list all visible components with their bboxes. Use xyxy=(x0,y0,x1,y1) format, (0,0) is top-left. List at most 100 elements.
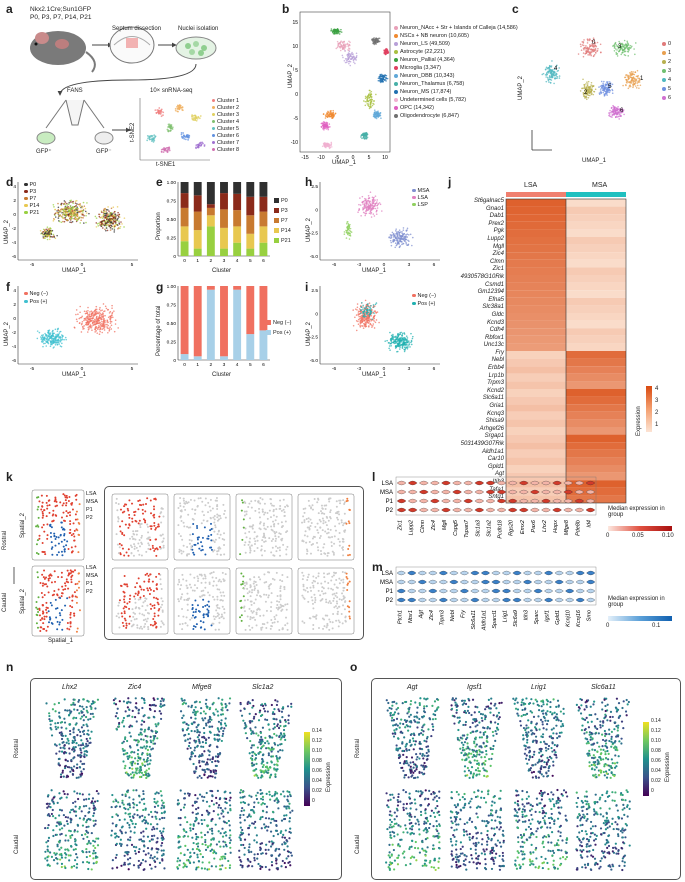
colorbar-tick: 0.06 xyxy=(312,768,322,774)
violin-shape xyxy=(523,579,533,585)
j-gene-label: Gpld1 xyxy=(487,463,504,470)
o-legend-title: Expression xyxy=(665,752,671,782)
legend-item: NSCs + NB neuron (10,605) xyxy=(394,32,518,40)
b-xlabel: UMAP_1 xyxy=(332,160,357,166)
colorbar-tick: 0 xyxy=(651,788,654,794)
violin-shape xyxy=(481,597,490,603)
j-gene-label: Prex2 xyxy=(488,220,504,227)
violin-shape xyxy=(585,489,596,495)
n-gene-4: Slc1a2 xyxy=(252,684,274,691)
ytick: 0.50 xyxy=(167,321,177,327)
legend-label: 3 xyxy=(668,68,672,74)
violin-shape xyxy=(481,570,490,576)
heat-cell-lsa xyxy=(506,259,566,268)
violin-shape xyxy=(541,498,551,504)
legend-swatch xyxy=(212,113,215,117)
violin-shape xyxy=(575,579,585,585)
legend-swatch xyxy=(412,293,416,298)
legend-item: Astrocyte (22,221) xyxy=(394,48,518,56)
j-gene-label: Trpm3 xyxy=(487,380,504,387)
bar-segment xyxy=(259,211,268,227)
legend-swatch xyxy=(24,299,28,304)
legend-swatch xyxy=(274,228,279,234)
g-xlabel: Cluster xyxy=(212,372,232,378)
violin-shape xyxy=(417,570,427,576)
j-gene-label: Slc6a11 xyxy=(482,395,504,402)
heat-cell-msa xyxy=(566,419,626,427)
c-cluster-number: 4 xyxy=(554,66,558,72)
violin-shape xyxy=(430,498,440,504)
violin-gene-label: Pde8b xyxy=(575,520,581,536)
o-gene-3: Lrig1 xyxy=(531,684,547,691)
j-gene-label: Srgap1 xyxy=(484,433,504,440)
nuclei-dish-icon xyxy=(175,36,217,60)
heat-cell-msa xyxy=(566,389,626,397)
legend-label: Cluster 5 xyxy=(217,126,240,132)
violin-shape xyxy=(396,597,406,603)
panel-a: Nkx2.1Cre;Sun1GFP P0, P3, P7, P14, P21 xyxy=(0,0,280,172)
bar-segment xyxy=(233,182,242,194)
mouse-ages: P0, P3, P7, P14, P21 xyxy=(30,14,92,21)
j-gene-label: 4930578G10Rik xyxy=(460,273,504,280)
legend-item: P2 xyxy=(86,514,98,522)
legend-item: Pos (+) xyxy=(24,298,48,306)
xtick: 0 xyxy=(81,262,84,268)
violin-shape xyxy=(565,597,575,603)
legend-label: LSA xyxy=(86,565,97,571)
g-legend: Neg (−) Pos (+) xyxy=(266,318,292,338)
legend-item: P7 xyxy=(274,216,291,226)
violin-shape xyxy=(523,588,533,594)
mouse-genotype: Nkx2.1Cre;Sun1GFP xyxy=(30,6,92,13)
bar-segment xyxy=(193,195,202,212)
legend-item: Neg (−) xyxy=(24,290,48,298)
j-gene-label: Gldc xyxy=(491,311,504,318)
legend-item: 0 xyxy=(662,40,671,49)
heat-cell-msa xyxy=(566,313,626,321)
bar-segment xyxy=(206,204,215,208)
umap-c-plot: 0 1 2 3 4 5 6 xyxy=(531,37,644,151)
panel-b: -15 -10 -5 0 5 10 -10 -5 0 5 10 15 UMAP_1 UMAP_2 Ne… xyxy=(282,0,518,172)
spatial-expression-0-1 xyxy=(44,789,100,871)
legend-label: P2 xyxy=(86,515,93,521)
heat-cell-lsa xyxy=(506,404,566,412)
heat-cell-lsa xyxy=(506,358,566,367)
ytick: 1.00 xyxy=(167,284,177,290)
heat-cell-lsa xyxy=(506,237,566,245)
heat-cell-msa xyxy=(566,206,626,215)
violin-shape xyxy=(452,507,462,513)
j-col-lsa: LSA xyxy=(524,182,538,189)
tsne-cluster-6 xyxy=(180,131,191,141)
j-gene-label: Mgll xyxy=(492,243,504,250)
i-pos-cells-b xyxy=(359,302,378,320)
b-xtick: -10 xyxy=(317,155,324,161)
violin-shape xyxy=(541,480,551,486)
violin-shape xyxy=(430,480,440,486)
violin-shape xyxy=(574,498,585,504)
tsne-y-label: t-SNE2 xyxy=(130,122,136,142)
legend-swatch xyxy=(212,148,215,152)
bar-segment xyxy=(180,354,189,360)
j-gene-label: Cdh4 xyxy=(489,327,504,334)
legend-item: Neuron_Thalamus (6,758) xyxy=(394,80,518,88)
n-gene-2: Zic4 xyxy=(128,684,142,691)
xtick: 2 xyxy=(210,258,213,264)
legend-swatch xyxy=(394,113,398,118)
k-spatial-plots xyxy=(13,489,355,637)
tsne-cluster-4 xyxy=(166,123,174,133)
legend-swatch xyxy=(662,50,666,55)
legend-swatch xyxy=(394,81,398,86)
xtick: 0 xyxy=(81,366,84,372)
panel-label-h: h xyxy=(305,175,313,189)
spatial-expression-1-1 xyxy=(449,789,505,871)
violin-shape xyxy=(474,489,485,495)
violin-gene-label: Sparc xyxy=(534,610,540,625)
xtick: 5 xyxy=(131,262,134,268)
tsne-x-label: t-SNE1 xyxy=(156,162,176,168)
violin-gene-label: Fry xyxy=(460,609,466,618)
j-gene-label: Dab1 xyxy=(489,213,504,220)
n-spatial-expression xyxy=(44,697,294,872)
violin-shape xyxy=(485,489,496,495)
b-ytick: -10 xyxy=(291,140,298,146)
legend-label: Neuron_Pallial (4,364) xyxy=(400,57,455,63)
ytick: -2 xyxy=(12,226,17,232)
